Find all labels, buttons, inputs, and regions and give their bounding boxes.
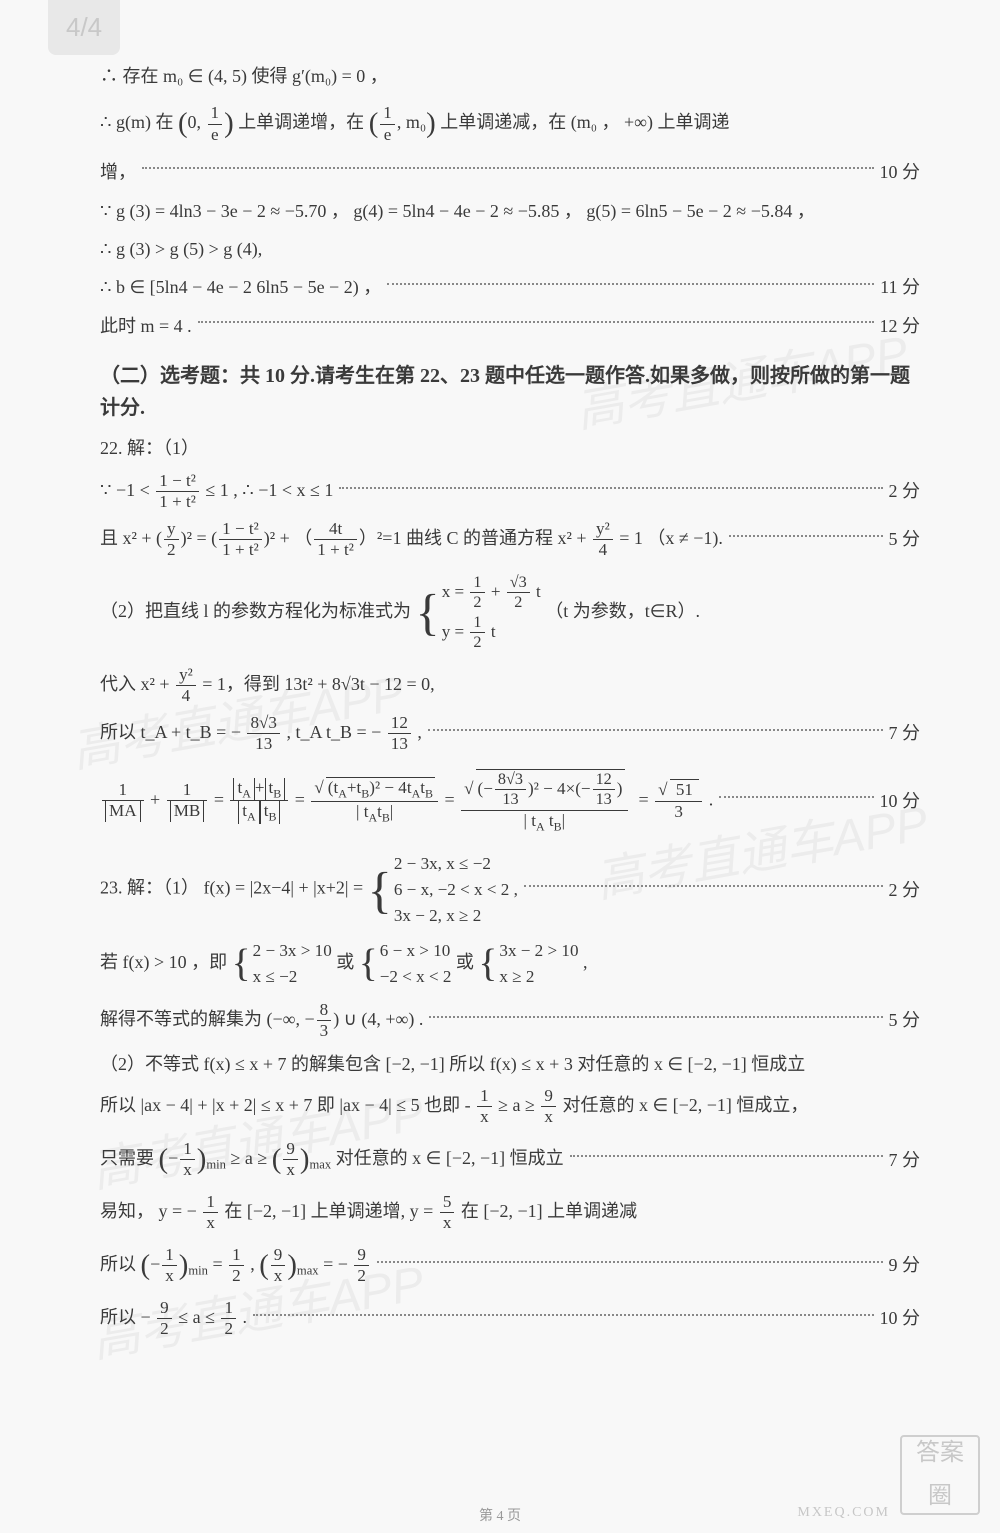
solution-line: ∵ g (3) = 4ln3 − 3e − 2 ≈ −5.70 ， g(4) =… (100, 195, 920, 227)
stamp-icon: 答案圈 (900, 1435, 980, 1515)
page-tab: 4/4 (48, 0, 120, 55)
solution-line: 增，10 分 (100, 156, 920, 188)
solution-line: 此时 m = 4 .12 分 (100, 310, 920, 342)
solution-line: 且 x² + (y2)² = (1 − t²1 + t²)² + （4t1 + … (100, 519, 920, 561)
solution-line: 23. 解：（1） f(x) = |2x−4| + |x+2| = { 2 − … (100, 851, 920, 928)
solution-line: 易知， y = − 1x 在 [−2, −1] 上单调递增, y = 5x 在 … (100, 1192, 920, 1234)
solution-line: （2）不等式 f(x) ≤ x + 7 的解集包含 [−2, −1] 所以 f(… (100, 1048, 920, 1080)
solution-line: 所以 (−1x)min = 12 , (9x)max = − 92 9 分 (100, 1240, 920, 1292)
solution-line: 1MA + 1MB = tA+tBtAtB = √(tA+tB)² − 4tAt… (100, 769, 920, 834)
solution-line: ∴ 存在 m₀ ∈ (4, 5) 使得 g′(m₀) = 0 ， (100, 60, 920, 92)
solution-line: 所以 |ax − 4| + |x + 2| ≤ x + 7 即 |ax − 4|… (100, 1086, 920, 1128)
solution-line: 只需要 (−1x)min ≥ a ≥ (9x)max 对任意的 x ∈ [−2,… (100, 1134, 920, 1186)
solution-line: ∴ g(m) 在 (0, 1e) 上单调递增，在 (1e, m₀) 上单调递减，… (100, 98, 920, 150)
solution-line: ∵ −1 < 1 − t²1 + t² ≤ 1 , ∴ −1 < x ≤ 1 2… (100, 471, 920, 513)
section-header: （二）选考题：共 10 分.请考生在第 22、23 题中任选一题作答.如果多做，… (100, 360, 920, 424)
solution-line: 若 f(x) > 10 ，即 {2 − 3x > 10x ≤ −2 或 {6 −… (100, 938, 920, 989)
solution-line: （2）把直线 l 的参数方程化为标准式为 { x = 12 + √32 t y … (100, 573, 920, 653)
question-label: 22. 解：（1） (100, 432, 920, 464)
solution-line: 所以 − 92 ≤ a ≤ 12 . 10 分 (100, 1298, 920, 1340)
footer-url: MXEQ.COM (797, 1500, 890, 1525)
solution-line: ∴ g (3) > g (5) > g (4), (100, 233, 920, 265)
solution-line: 所以 t_A + t_B = − 8√313 , t_A t_B = − 121… (100, 713, 920, 755)
page-number: 第 4 页 (479, 1504, 521, 1529)
solution-line: 代入 x² + y²4 = 1，得到 13t² + 8√3t − 12 = 0, (100, 665, 920, 707)
solution-line: 解得不等式的解集为 (−∞, −83) ∪ (4, +∞) . 5 分 (100, 1000, 920, 1042)
solution-line: ∴ b ∈ [5ln4 − 4e − 2 6ln5 − 5e − 2) ，11 … (100, 271, 920, 303)
